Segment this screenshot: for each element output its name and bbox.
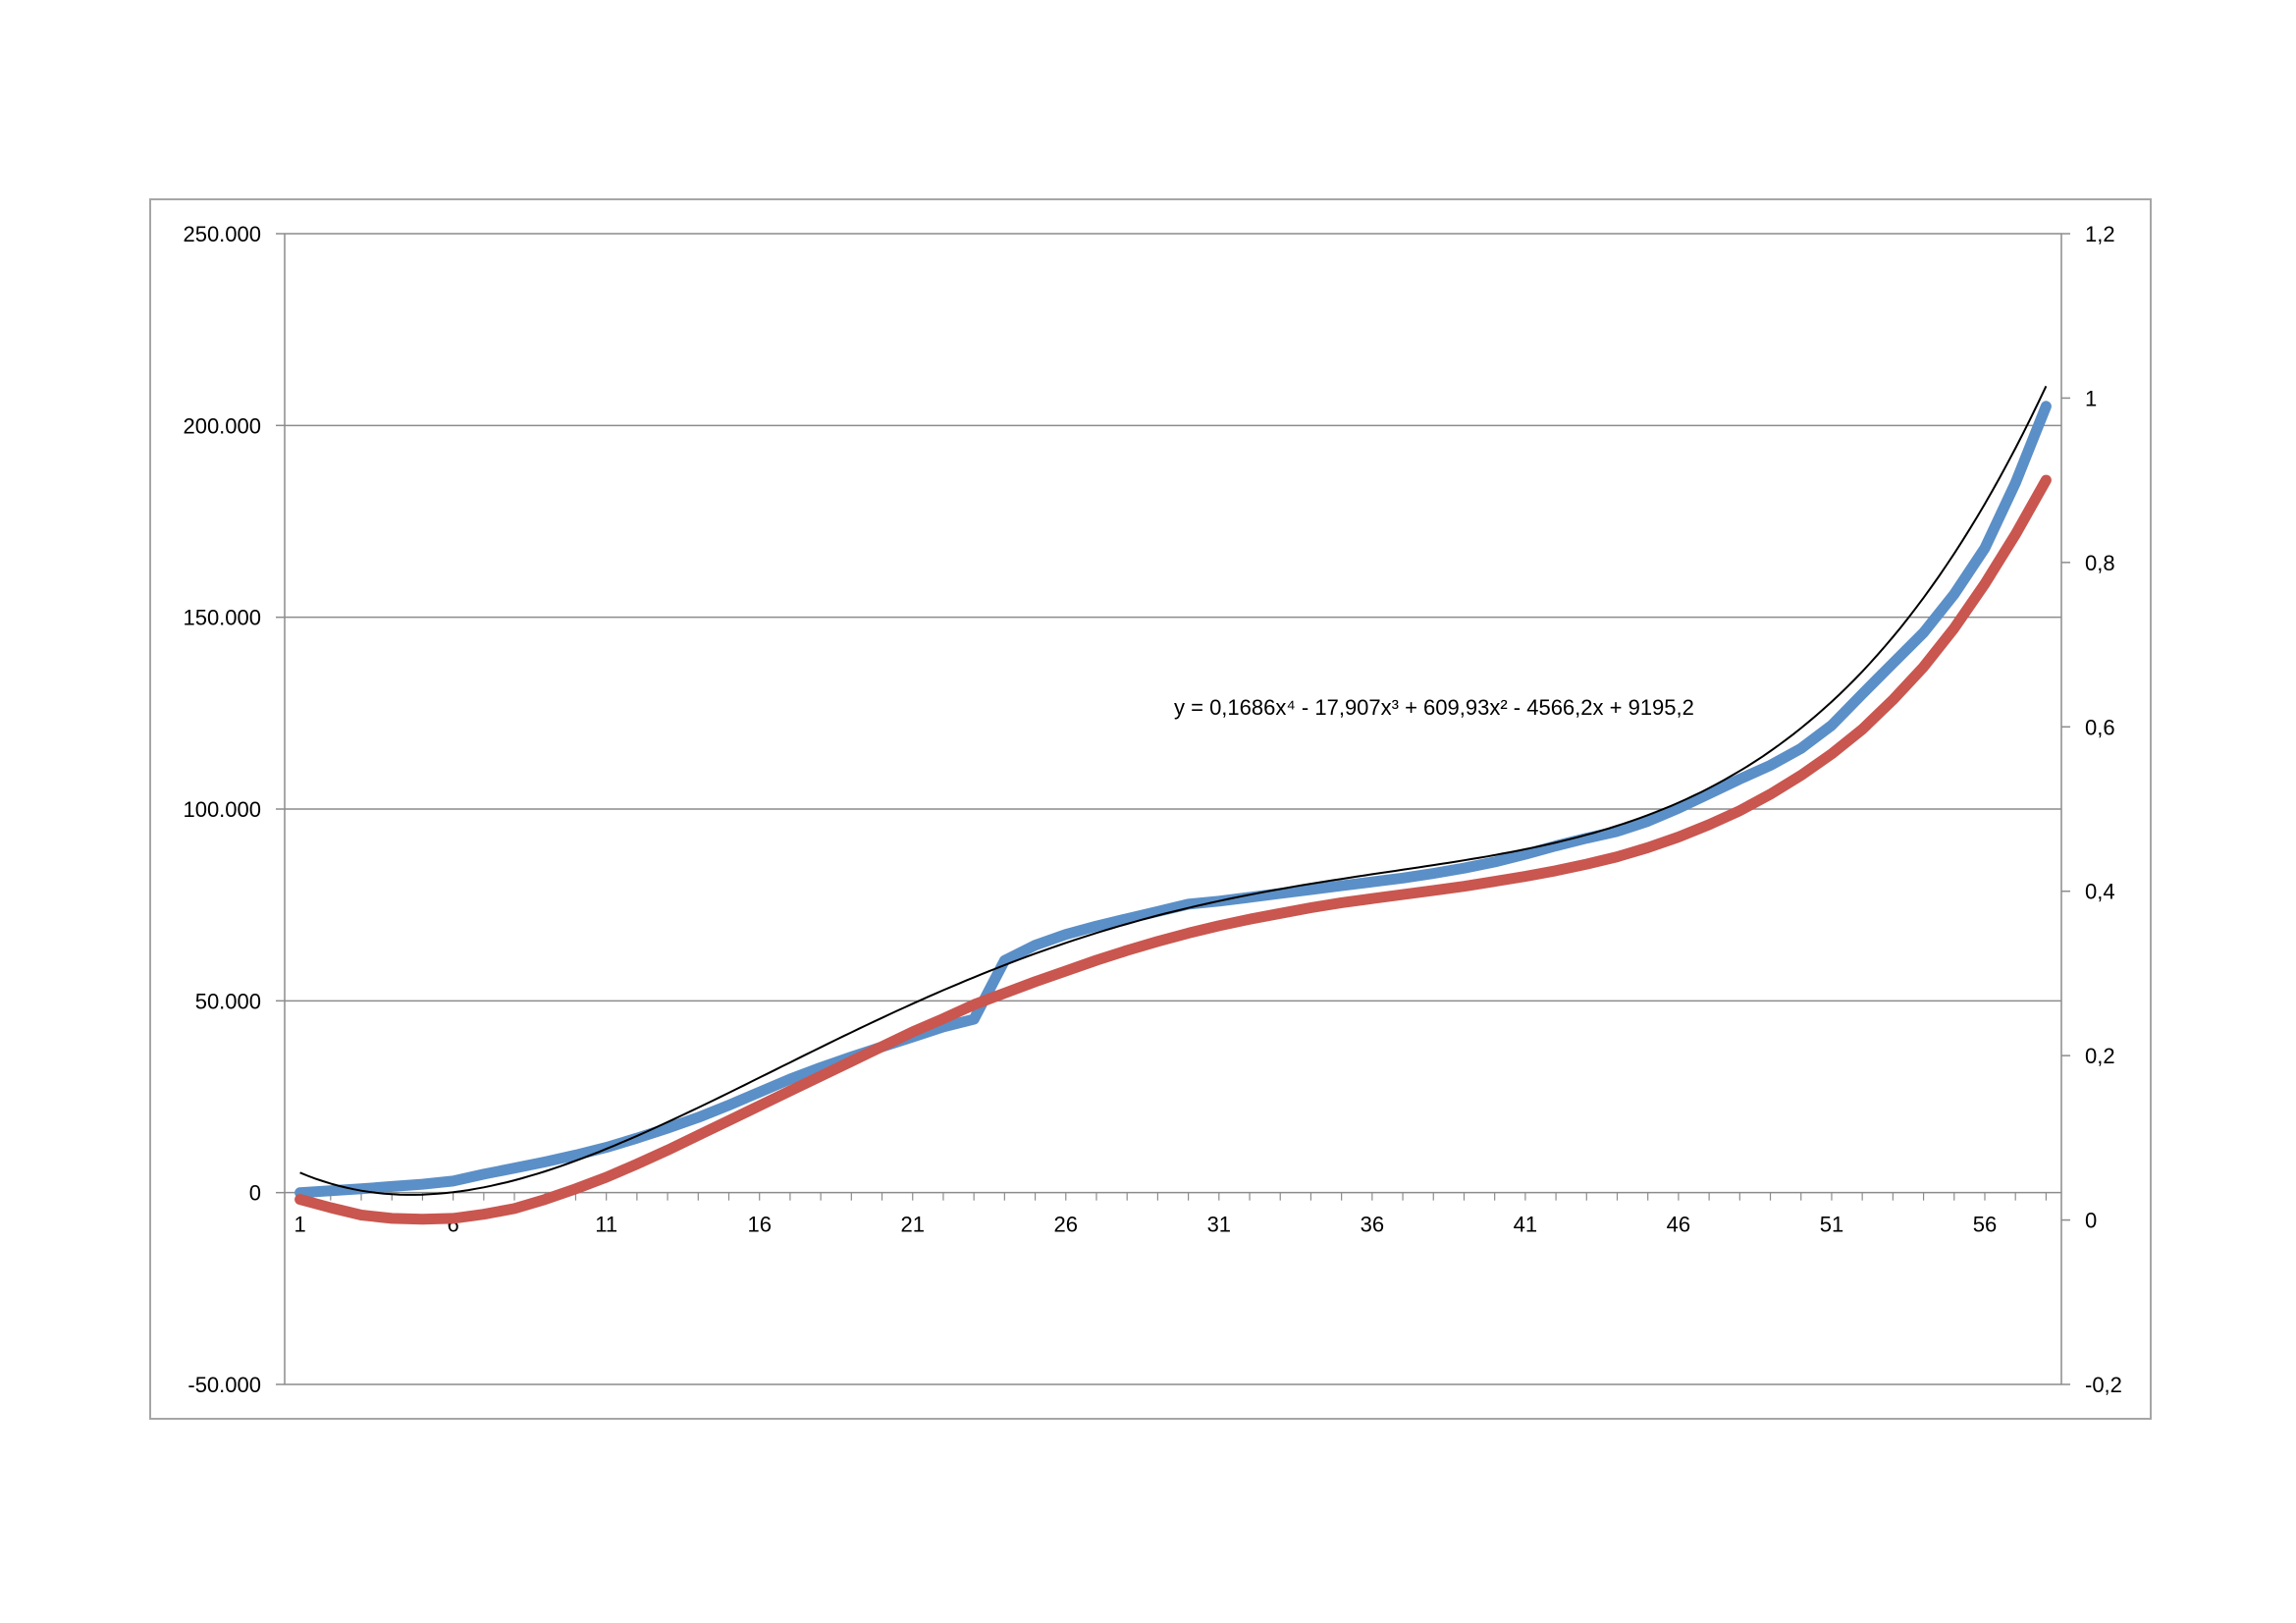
- left-tick-label: 250.000: [183, 222, 261, 246]
- right-tick-label: -0,2: [2085, 1373, 2122, 1397]
- trendline: [299, 385, 2048, 1196]
- x-tick-label: 36: [1361, 1213, 1384, 1237]
- left-tick-label: 200.000: [183, 413, 261, 438]
- right-tick-label: 0,6: [2085, 715, 2115, 739]
- left-tick-label: 150.000: [183, 606, 261, 630]
- trendline-equation: y = 0,1686x⁴ - 17,907x³ + 609,93x² - 456…: [1174, 695, 1694, 720]
- x-tick-label: 21: [900, 1213, 924, 1237]
- chart-area: [149, 198, 2152, 1420]
- x-tick-label: 31: [1207, 1213, 1231, 1237]
- series-layer: [294, 385, 2052, 1225]
- right-tick-label: 1,2: [2085, 222, 2115, 246]
- left-tick-label: 50.000: [195, 989, 261, 1013]
- x-tick-label: 46: [1667, 1213, 1690, 1237]
- series-line-red: [294, 474, 2052, 1225]
- x-tick-label: 1: [294, 1213, 305, 1237]
- x-tick-label: 11: [595, 1213, 617, 1237]
- axes: -50.000 0 50.000 100.000 150.000 200.000 250.0…: [183, 222, 2121, 1397]
- right-tick-label: 1: [2085, 386, 2097, 410]
- right-tick-label: 0,2: [2085, 1044, 2115, 1068]
- x-tick-label: 26: [1054, 1213, 1078, 1237]
- x-tick-label: 16: [747, 1213, 771, 1237]
- left-tick-label: 100.000: [183, 797, 261, 822]
- series-line-blue: [294, 401, 2052, 1199]
- left-tick-label: 0: [249, 1181, 261, 1206]
- gridlines: [285, 233, 2061, 1385]
- x-tick-label: 51: [1820, 1213, 1843, 1237]
- right-tick-label: 0: [2085, 1209, 2097, 1233]
- right-tick-label: 0,4: [2085, 880, 2115, 904]
- x-tick-label: 41: [1514, 1213, 1537, 1237]
- right-tick-label: 0,8: [2085, 551, 2115, 575]
- x-tick-label: 56: [1973, 1213, 1997, 1237]
- left-tick-label: -50.000: [187, 1373, 261, 1397]
